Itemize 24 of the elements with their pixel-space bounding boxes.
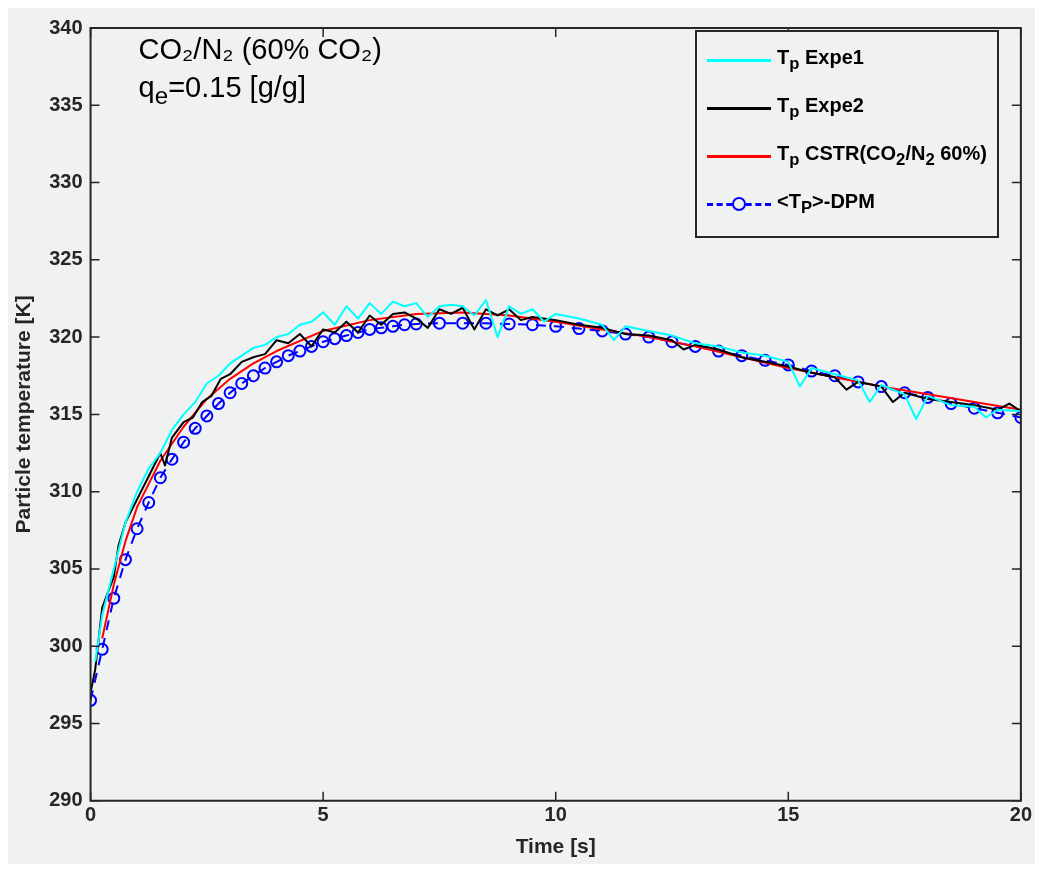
- annotation: q$_{e}$=0.15 [g/g]: [138, 70, 307, 111]
- legend-label: T$_{p}$ CSTR(CO$_{2}$/N$_{2}$ 60%): [777, 142, 987, 170]
- y-tick-label: 330: [49, 170, 83, 193]
- x-tick-label: 5: [317, 803, 329, 826]
- y-tick-label: 305: [49, 556, 83, 579]
- y-tick-label: 310: [49, 479, 83, 502]
- y-axis-title: Particle temperature [K]: [11, 295, 35, 534]
- y-tick-label: 340: [49, 15, 83, 38]
- y-tick-label: 335: [49, 92, 83, 115]
- y-tick-label: 320: [49, 324, 83, 347]
- y-tick-label: 315: [49, 401, 83, 424]
- x-tick-label: 20: [1009, 803, 1032, 826]
- y-tick-label: 290: [49, 788, 83, 811]
- legend-label: <T$_{P}$>-DPM: [777, 190, 875, 218]
- y-tick-label: 300: [49, 633, 83, 656]
- legend-label: T$_{p}$ Expe1: [777, 46, 864, 74]
- y-tick-label: 325: [49, 247, 83, 270]
- annotation: CO₂/N₂ (60% CO₂): [138, 32, 382, 67]
- x-tick-label: 15: [777, 803, 800, 826]
- x-tick-label: 0: [85, 803, 97, 826]
- x-tick-label: 10: [544, 803, 567, 826]
- y-tick-label: 295: [49, 711, 83, 734]
- x-axis-title: Time [s]: [515, 834, 596, 858]
- legend-label: T$_{p}$ Expe2: [777, 94, 864, 122]
